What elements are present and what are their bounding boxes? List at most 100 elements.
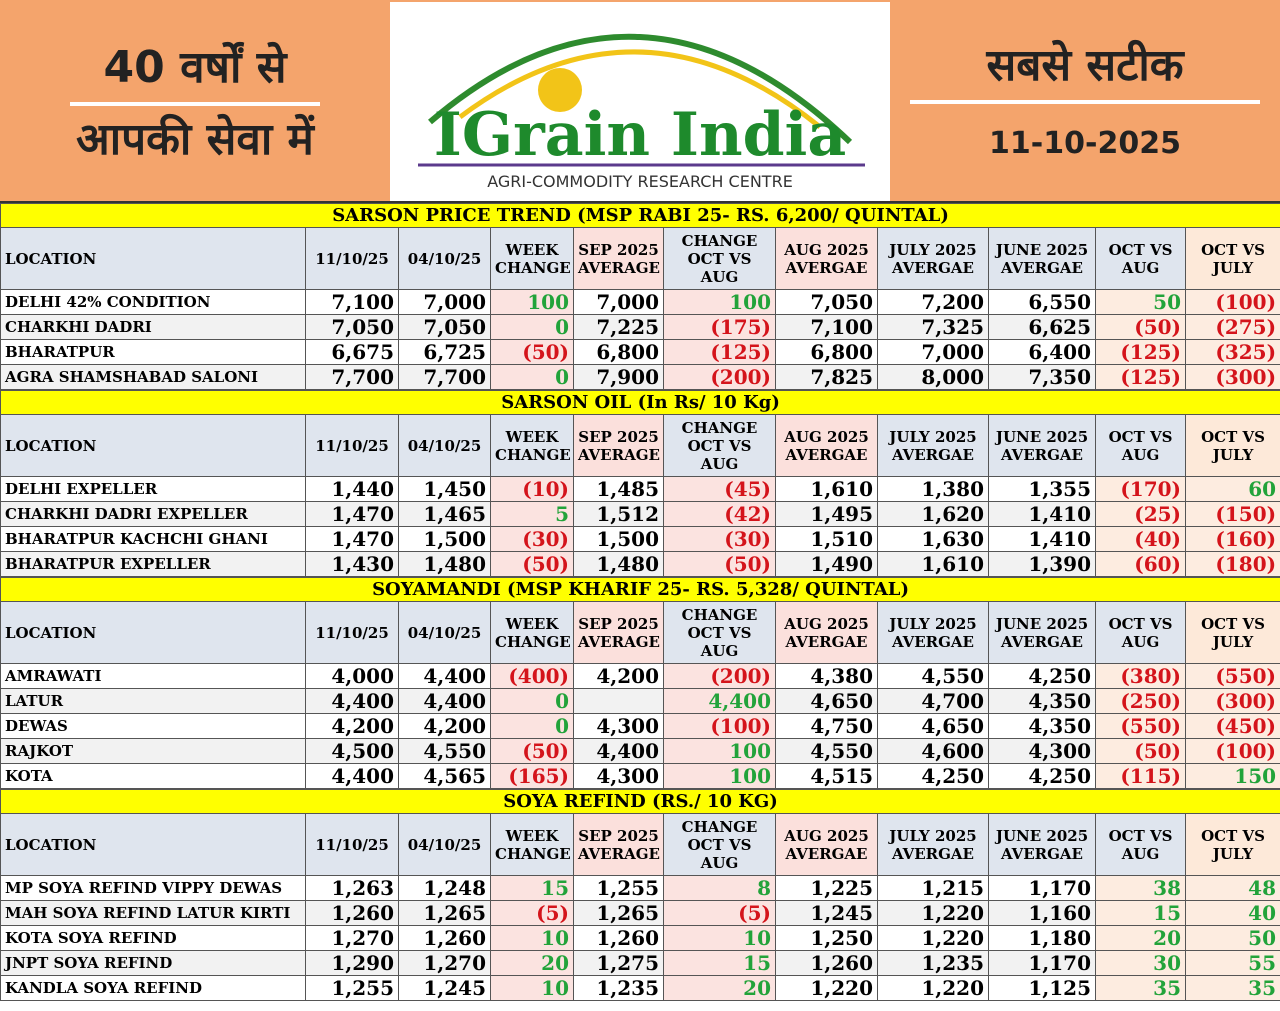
banner: 40 वर्षों से आपकी सेवा में IGrain India … (0, 0, 1280, 203)
section-table: SOYAMANDI (MSP KHARIF 25- RS. 5,328/ QUI… (0, 577, 1280, 789)
cell: 1,512 (573, 501, 664, 527)
column-header: CHANGE OCT VS AUG (663, 601, 776, 664)
cell: 1,410 (988, 501, 1096, 527)
cell: (125) (1095, 339, 1186, 365)
column-header: SEP 2025 AVERAGE (573, 227, 664, 290)
cell: 4,350 (988, 688, 1096, 714)
cell: 8 (663, 875, 776, 901)
right-panel: सबसे सटीक 11-10-2025 (890, 0, 1280, 201)
column-header: LOCATION (0, 414, 306, 477)
cell: 1,220 (775, 975, 878, 1001)
cell: 50 (1184, 925, 1280, 951)
cell: 1,235 (573, 975, 664, 1001)
data-row: AGRA SHAMSHABAD SALONI 7,700 7,700 0 7,900 (2… (0, 364, 1280, 390)
cell: 7,200 (877, 289, 989, 315)
column-header: OCT VS AUG (1095, 227, 1186, 290)
cell: (42) (663, 501, 776, 527)
cell: 1,265 (398, 900, 491, 926)
cell: 1,220 (877, 975, 989, 1001)
cell: (5) (490, 900, 574, 926)
cell: 1,465 (398, 501, 491, 527)
cell: 7,000 (398, 289, 491, 315)
cell: 1,260 (573, 925, 664, 951)
brand: IGrain India (433, 100, 847, 170)
column-header: CHANGE OCT VS AUG (663, 227, 776, 290)
column-header: SEP 2025 AVERAGE (573, 414, 664, 477)
column-header: 04/10/25 (398, 601, 491, 664)
cell: 50 (1095, 289, 1186, 315)
column-header: CHANGE OCT VS AUG (663, 813, 776, 876)
left-line1: 40 वर्षों से (103, 42, 287, 93)
cell: (160) (1184, 526, 1280, 552)
cell: 6,625 (988, 314, 1096, 340)
cell: 4,500 (305, 738, 399, 764)
column-header: LOCATION (0, 227, 306, 290)
cell: 1,220 (877, 925, 989, 951)
cell: 4,515 (775, 763, 878, 789)
column-header: JULY 2025 AVERGAE (877, 414, 989, 477)
cell: 7,000 (877, 339, 989, 365)
data-row: MP SOYA REFIND VIPPY DEWAS 1,263 1,248 15 1,… (0, 875, 1280, 901)
data-row: CHARKHI DADRI 7,050 7,050 0 7,225 (175) 7,100 7… (0, 314, 1280, 340)
cell: (50) (663, 551, 776, 577)
location: MP SOYA REFIND VIPPY DEWAS (0, 875, 306, 901)
column-header: JUNE 2025 AVERGAE (988, 813, 1096, 876)
cell: 1,160 (988, 900, 1096, 926)
column-header: WEEK CHANGE (490, 813, 574, 876)
cell: 1,225 (775, 875, 878, 901)
column-header: WEEK CHANGE (490, 414, 574, 477)
cell: (450) (1184, 713, 1280, 739)
cell: (550) (1184, 663, 1280, 689)
header-row: LOCATION 11/10/25 04/10/25 WEEK CHANGE SEP 2… (0, 813, 1280, 876)
left-line2: आपकी सेवा में (76, 114, 314, 165)
cell: 7,100 (775, 314, 878, 340)
cell: 1,170 (988, 950, 1096, 976)
section-title: SOYAMANDI (MSP KHARIF 25- RS. 5,328/ QUI… (0, 577, 1280, 602)
data-row: MAH SOYA REFIND LATUR KIRTI 1,260 1,265 (5)… (0, 900, 1280, 926)
cell: 4,200 (398, 713, 491, 739)
cell: 4,250 (988, 663, 1096, 689)
cell: 55 (1184, 950, 1280, 976)
cell: 6,800 (573, 339, 664, 365)
cell: 7,225 (573, 314, 664, 340)
cell: 1,260 (775, 950, 878, 976)
column-header: WEEK CHANGE (490, 601, 574, 664)
cell: 48 (1184, 875, 1280, 901)
cell: 0 (490, 314, 574, 340)
cell: 15 (1095, 900, 1186, 926)
cell: 7,000 (573, 289, 664, 315)
section-title: SOYA REFIND (RS./ 10 KG) (0, 789, 1280, 814)
column-header: JUNE 2025 AVERGAE (988, 414, 1096, 477)
column-header: OCT VS AUG (1095, 414, 1186, 477)
column-header: OCT VS AUG (1095, 813, 1186, 876)
column-header: SEP 2025 AVERAGE (573, 813, 664, 876)
cell: 1,260 (305, 900, 399, 926)
cell: (300) (1184, 688, 1280, 714)
cell: (30) (490, 526, 574, 552)
cell: 7,700 (305, 364, 399, 390)
cell: 1,245 (398, 975, 491, 1001)
cell: (45) (663, 476, 776, 502)
cell: 0 (490, 688, 574, 714)
cell: 1,480 (573, 551, 664, 577)
cell: 1,125 (988, 975, 1096, 1001)
cell: (275) (1184, 314, 1280, 340)
cell: (50) (1095, 314, 1186, 340)
location: AGRA SHAMSHABAD SALONI (0, 364, 306, 390)
cell: (300) (1184, 364, 1280, 390)
cell: 6,725 (398, 339, 491, 365)
cell: 10 (490, 975, 574, 1001)
title-row: SARSON OIL (In Rs/ 10 Kg) (0, 390, 1280, 415)
cell: 35 (1184, 975, 1280, 1001)
cell: 1,290 (305, 950, 399, 976)
cell: 4,250 (988, 763, 1096, 789)
cell: 4,650 (775, 688, 878, 714)
date: 11-10-2025 (989, 126, 1181, 161)
data-row: KOTA 4,400 4,565 (165) 4,300 100 4,515 4,250 4,2… (0, 763, 1280, 789)
column-header: OCT VS JULY (1184, 813, 1280, 876)
column-header: JUNE 2025 AVERGAE (988, 227, 1096, 290)
cell: 100 (490, 289, 574, 315)
cell: 1,500 (573, 526, 664, 552)
location: DELHI 42% CONDITION (0, 289, 306, 315)
